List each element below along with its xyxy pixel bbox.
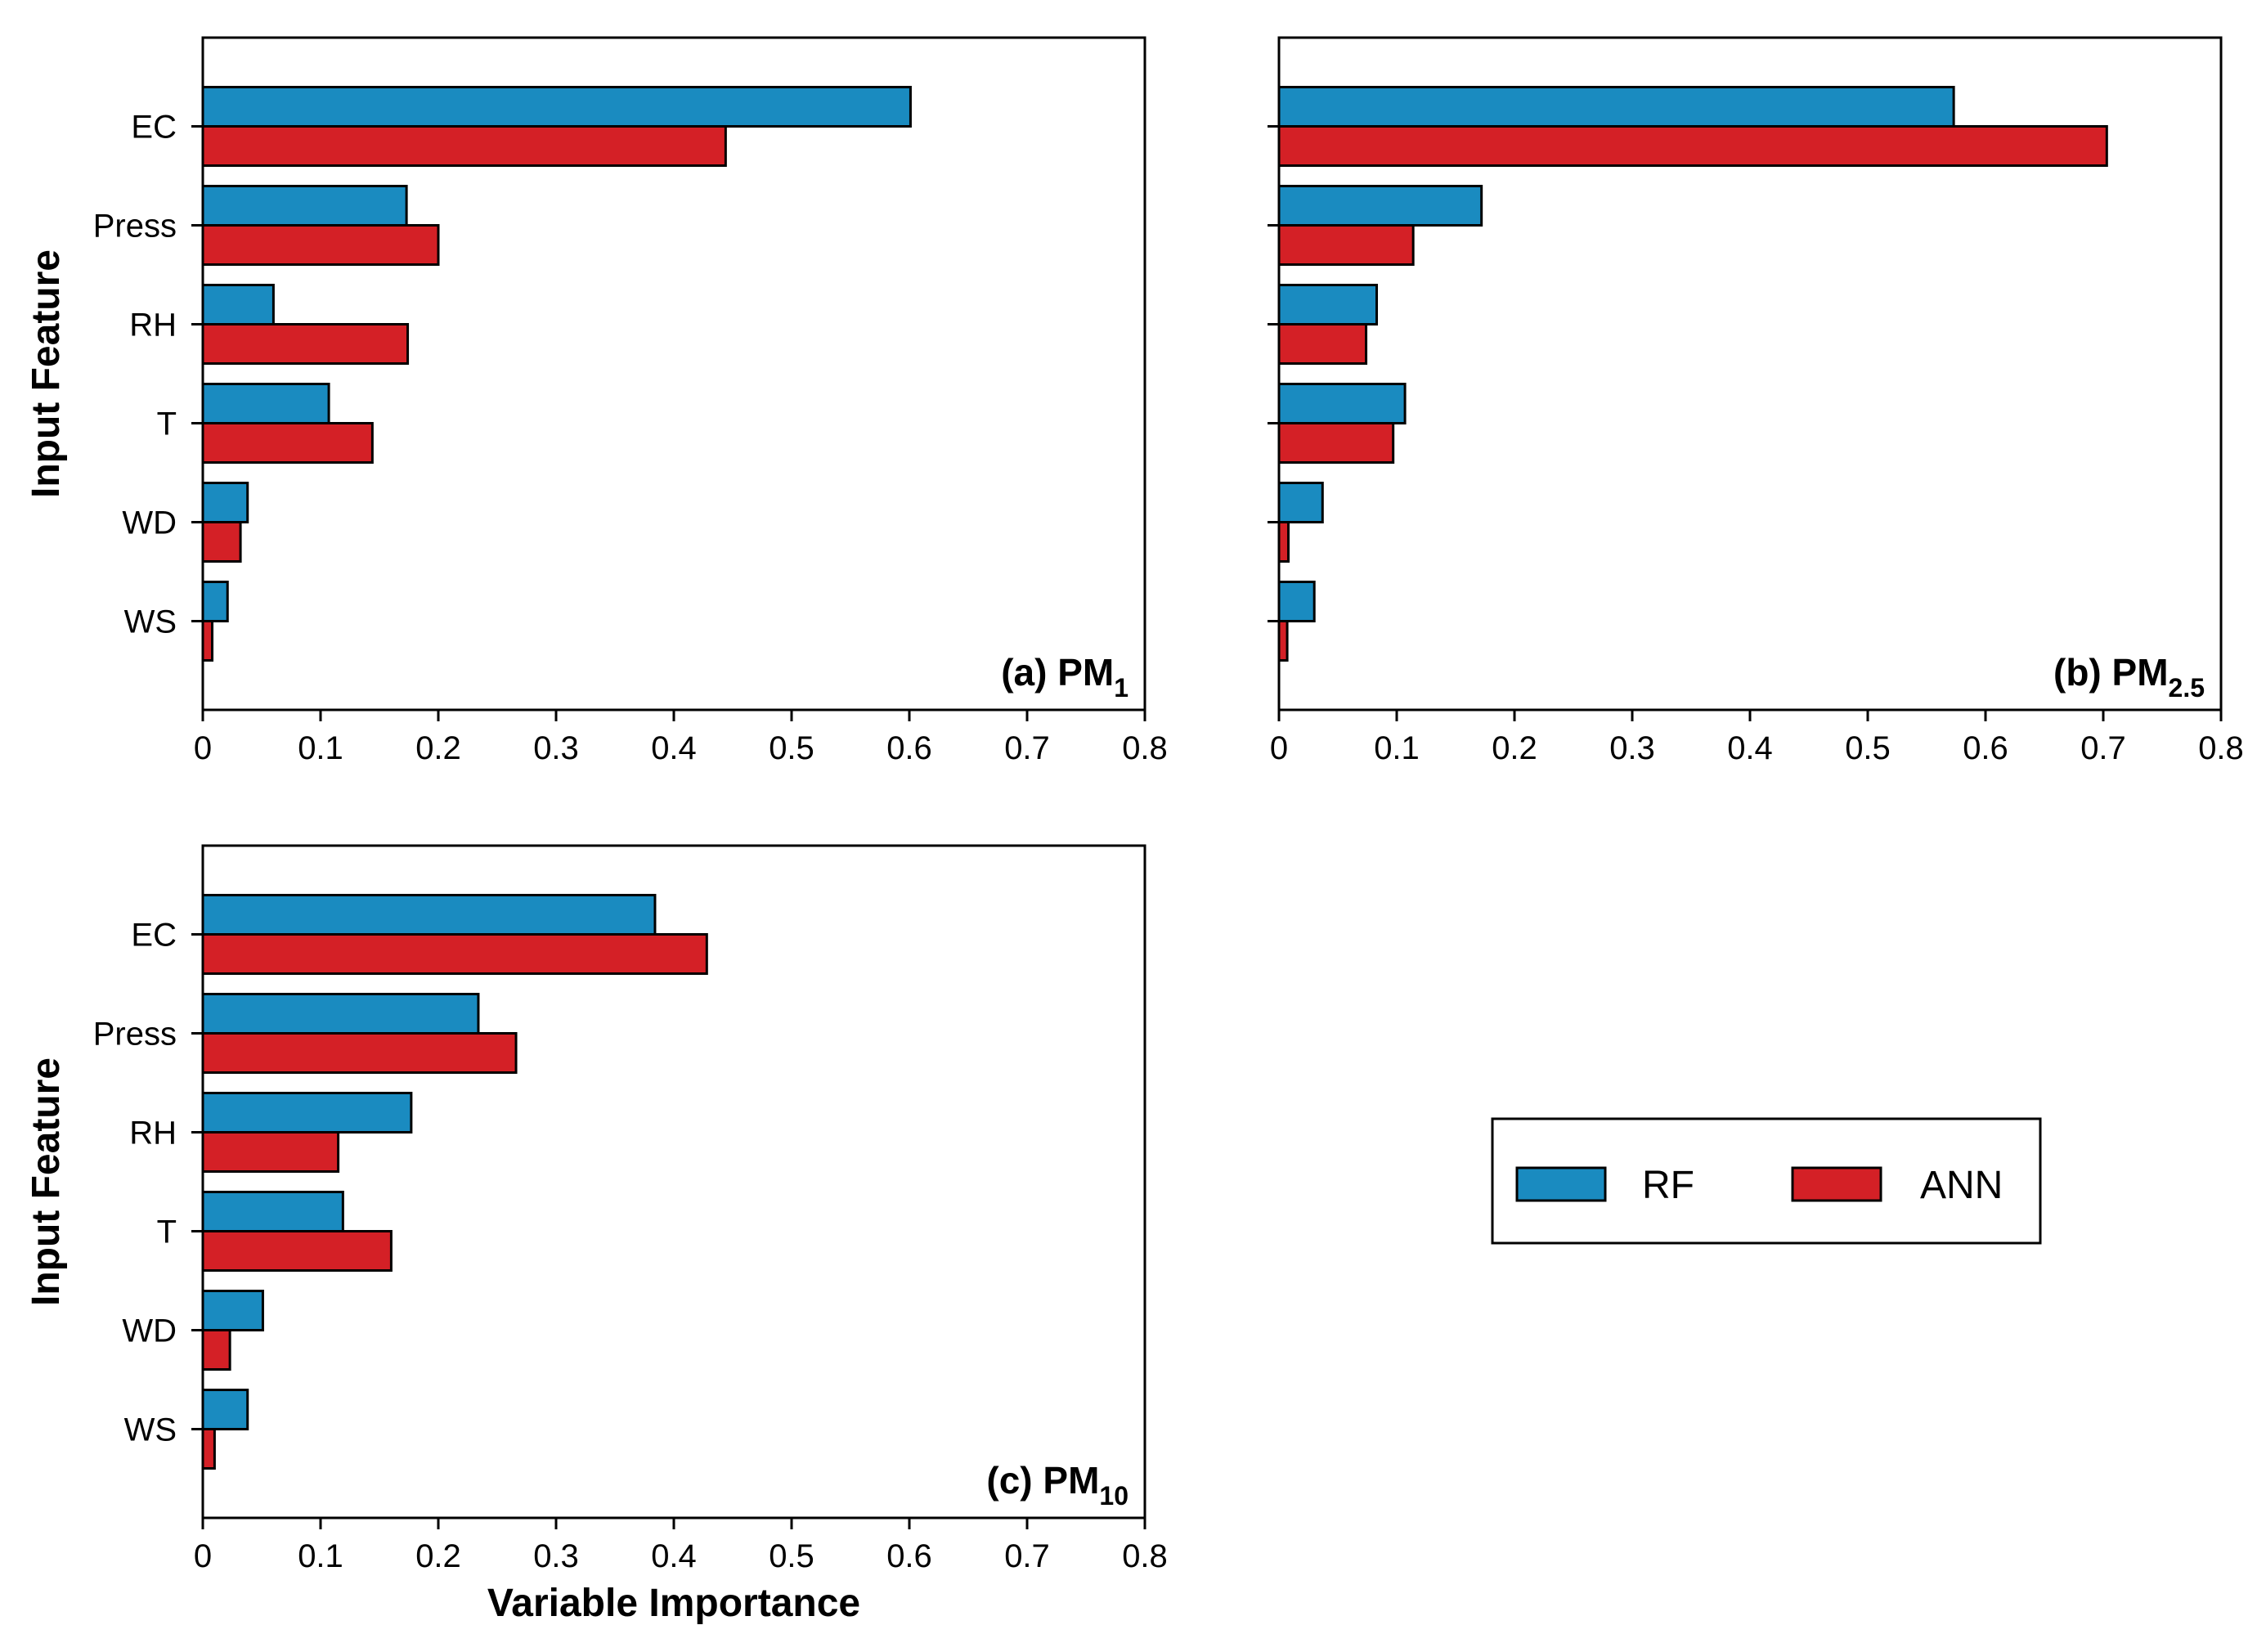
bar-ann-ws-a xyxy=(201,620,214,662)
category-label-a: WS xyxy=(124,604,177,640)
category-label-c: RH xyxy=(129,1116,177,1151)
bar-ann-press-c xyxy=(201,1032,518,1074)
x-tick-label-a: 0.3 xyxy=(533,730,579,766)
category-label-a: T xyxy=(157,406,177,442)
bar-rf-rh-c xyxy=(201,1092,413,1134)
bar-ann-rh-c xyxy=(201,1131,340,1173)
bar-ann-rh-a xyxy=(201,323,410,365)
bar-ann-ec-c xyxy=(201,933,708,975)
bar-ann-press-b xyxy=(1277,224,1415,266)
bar-rf-press-c xyxy=(201,993,480,1035)
x-tick-label-b: 0 xyxy=(1270,730,1288,766)
bar-ann-t-c xyxy=(201,1230,393,1272)
category-label-c: WS xyxy=(124,1412,177,1448)
bar-rf-t-c xyxy=(201,1191,344,1232)
bar-rf-wd-a xyxy=(201,482,249,523)
x-tick-label-b: 0.7 xyxy=(2080,730,2126,766)
bar-rf-t-a xyxy=(201,383,330,424)
panel-label-a: (a) PM1 xyxy=(1001,651,1128,703)
x-tick-label-c: 0.8 xyxy=(1122,1538,1168,1574)
x-tick-label-b: 0.1 xyxy=(1374,730,1420,766)
x-tick-label-a: 0.1 xyxy=(298,730,343,766)
x-tick-label-c: 0.4 xyxy=(651,1538,697,1574)
bar-rf-ws-a xyxy=(201,581,229,622)
x-tick-label-b: 0.5 xyxy=(1845,730,1891,766)
category-label-c: Press xyxy=(93,1017,177,1053)
x-tick-label-b: 0.8 xyxy=(2198,730,2244,766)
panel-a: 0 0.1 0.2 0.3 0.4 0.5 0.6 0.7 0.8 EC Press RH T WD WS (… xyxy=(25,36,1168,766)
bar-ann-rh-b xyxy=(1277,323,1368,365)
category-label-c: WD xyxy=(122,1313,177,1349)
bar-ann-ws-b xyxy=(1277,620,1289,662)
bar-ann-ec-a xyxy=(201,125,727,167)
bar-ann-ec-b xyxy=(1277,125,2108,167)
x-tick-label-c: 0.7 xyxy=(1004,1538,1050,1574)
bar-ann-wd-b xyxy=(1277,521,1290,563)
y-axis-title-a: Input Feature xyxy=(25,249,68,498)
x-tick-label-b: 0.3 xyxy=(1609,730,1655,766)
panel-label-b: (b) PM2.5 xyxy=(2053,651,2205,703)
legend-swatch-rf xyxy=(1515,1166,1607,1202)
category-label-c: T xyxy=(157,1214,177,1250)
panel-label-c: (c) PM10 xyxy=(986,1459,1128,1511)
bar-ann-wd-a xyxy=(201,521,242,563)
bar-ann-wd-c xyxy=(201,1329,231,1371)
bar-rf-press-a xyxy=(201,185,408,227)
legend-label-ann: ANN xyxy=(1920,1164,2003,1207)
x-tick-label-a: 0.6 xyxy=(886,730,932,766)
category-label-c: EC xyxy=(131,918,177,954)
category-label-a: EC xyxy=(131,110,177,146)
bar-rf-rh-b xyxy=(1277,284,1379,325)
legend-swatch-ann xyxy=(1791,1166,1882,1202)
x-tick-label-a: 0.7 xyxy=(1004,730,1050,766)
legend-label-rf: RF xyxy=(1642,1164,1694,1207)
category-label-a: Press xyxy=(93,209,177,245)
bar-ann-t-b xyxy=(1277,422,1395,464)
category-label-a: RH xyxy=(129,308,177,343)
bar-rf-ws-b xyxy=(1277,581,1316,622)
x-tick-label-c: 0 xyxy=(194,1538,212,1574)
x-tick-label-b: 0.4 xyxy=(1727,730,1773,766)
bar-ann-ws-c xyxy=(201,1428,216,1470)
bar-ann-press-a xyxy=(201,224,440,266)
y-axis-title-c: Input Feature xyxy=(25,1057,68,1306)
bar-ann-t-a xyxy=(201,422,374,464)
x-tick-label-a: 0 xyxy=(194,730,212,766)
bar-rf-ws-c xyxy=(201,1389,249,1430)
category-label-a: WD xyxy=(122,505,177,541)
x-tick-label-b: 0.2 xyxy=(1492,730,1537,766)
bar-rf-ec-a xyxy=(201,86,912,128)
x-axis-title-c: Variable Importance xyxy=(487,1582,860,1625)
x-tick-label-c: 0.6 xyxy=(886,1538,932,1574)
x-tick-label-a: 0.5 xyxy=(769,730,814,766)
bar-rf-wd-b xyxy=(1277,482,1324,523)
x-tick-label-b: 0.6 xyxy=(1963,730,2008,766)
bar-rf-t-b xyxy=(1277,383,1407,424)
x-tick-label-c: 0.2 xyxy=(415,1538,461,1574)
bar-rf-ec-c xyxy=(201,894,657,936)
x-tick-label-c: 0.3 xyxy=(533,1538,579,1574)
panel-c: 0 0.1 0.2 0.3 0.4 0.5 0.6 0.7 0.8 EC Press RH T WD WS (… xyxy=(25,844,1168,1625)
bar-rf-wd-c xyxy=(201,1290,264,1331)
panel-b: 0 0.1 0.2 0.3 0.4 0.5 0.6 0.7 0.8 (b) PM2.5 xyxy=(1268,36,2244,766)
x-tick-label-a: 0.8 xyxy=(1122,730,1168,766)
x-tick-label-a: 0.2 xyxy=(415,730,461,766)
bar-rf-rh-a xyxy=(201,284,275,325)
bar-rf-ec-b xyxy=(1277,86,1955,128)
x-tick-label-a: 0.4 xyxy=(651,730,697,766)
x-tick-label-c: 0.1 xyxy=(298,1538,343,1574)
bar-rf-press-b xyxy=(1277,185,1483,227)
x-tick-label-c: 0.5 xyxy=(769,1538,814,1574)
legend: RF ANN xyxy=(1491,1117,2042,1245)
